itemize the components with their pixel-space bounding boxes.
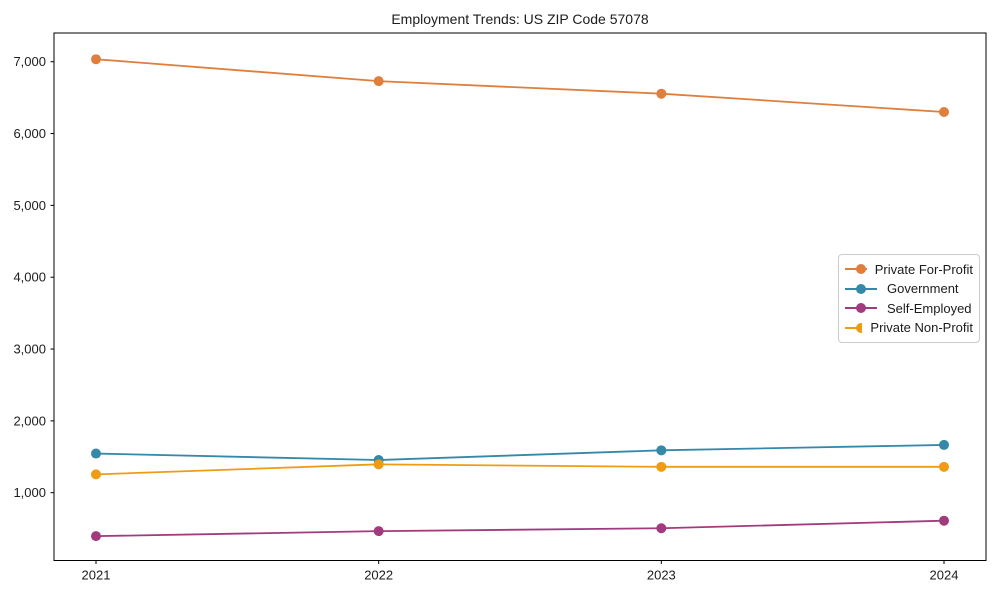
legend-item-self-employed: Self-Employed [843, 301, 973, 315]
series-marker-private-for-profit [91, 54, 101, 65]
series-marker-private-for-profit [939, 107, 949, 118]
y-tick-label: 5,000 [13, 198, 46, 213]
y-tick-label: 6,000 [13, 126, 46, 141]
legend-item-government: Government [843, 282, 973, 296]
legend-item-private-for-profit: Private For-Profit [843, 262, 973, 276]
series-line-private-for-profit [95, 58, 945, 113]
plot-border [53, 32, 987, 561]
series-marker-government [656, 445, 667, 456]
series-marker-private-for-profit [656, 88, 667, 99]
x-tick-label: 2021 [82, 568, 111, 583]
series-line-private-non-profit [95, 463, 944, 476]
series-marker-self-employed [373, 526, 384, 537]
series-marker-government [91, 448, 101, 459]
series-marker-self-employed [656, 523, 667, 534]
legend-marker-icon [845, 322, 863, 333]
legend-marker-dot [856, 264, 866, 275]
series-marker-private-non-profit [939, 461, 949, 472]
series-marker-self-employed [91, 531, 101, 542]
series-marker-self-employed [939, 515, 949, 526]
y-tick-label: 3,000 [13, 342, 46, 357]
legend-marker-icon [845, 303, 877, 314]
legend-marker-icon [845, 283, 877, 294]
series-marker-private-non-profit [91, 469, 101, 480]
legend-label: Private Non-Profit [870, 320, 973, 336]
series-line-government [95, 444, 945, 461]
y-tick-label: 2,000 [13, 413, 46, 428]
legend-marker-dot [856, 303, 866, 314]
series-marker-private-for-profit [373, 76, 384, 87]
chart-title: Employment Trends: US ZIP Code 57078 [391, 11, 649, 27]
legend: Private For-Profit Government Self-Employe… [838, 254, 980, 343]
series-marker-private-non-profit [656, 461, 667, 472]
legend-label: Private For-Profit [874, 261, 973, 277]
y-tick-label: 1,000 [13, 485, 46, 500]
legend-item-private-non-profit: Private Non-Profit [843, 321, 973, 335]
legend-label: Government [887, 281, 959, 297]
series-marker-private-non-profit [373, 459, 384, 470]
legend-marker-dot [856, 283, 866, 294]
x-tick-label: 2022 [364, 568, 393, 583]
series-line-self-employed [95, 519, 945, 538]
legend-marker-icon [845, 264, 867, 275]
legend-label: Self-Employed [887, 300, 972, 316]
legend-marker-dot [856, 322, 863, 333]
series-marker-government [939, 439, 949, 450]
x-tick-label: 2024 [930, 568, 959, 583]
y-tick-label: 7,000 [13, 54, 46, 69]
y-tick-label: 4,000 [13, 270, 46, 285]
x-tick-label: 2023 [647, 568, 676, 583]
